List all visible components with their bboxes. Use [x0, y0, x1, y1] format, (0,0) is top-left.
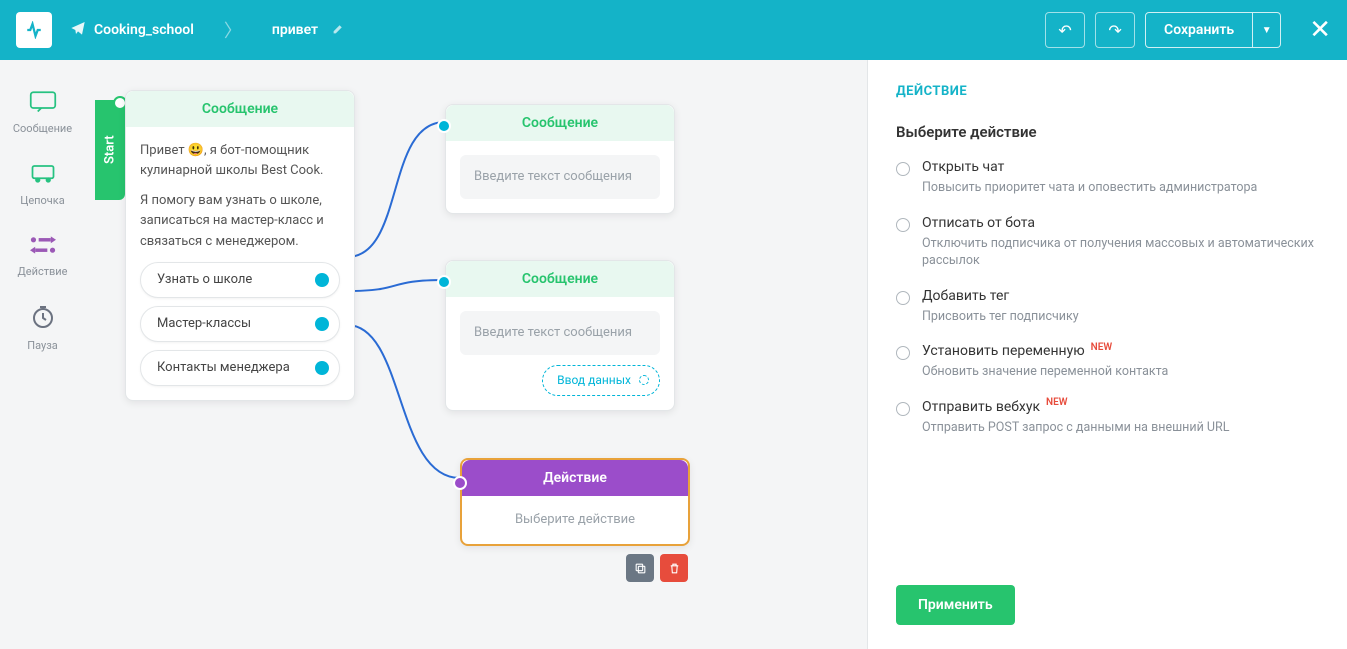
redo-button[interactable]: ↷ — [1095, 12, 1135, 48]
connector-in[interactable] — [437, 275, 451, 289]
start-node[interactable]: Start — [95, 100, 125, 200]
message-text-2: Я помогу вам узнать о школе, записаться … — [140, 191, 340, 251]
save-button[interactable]: Сохранить — [1145, 12, 1253, 48]
data-input-pill[interactable]: Ввод данных — [542, 365, 660, 396]
message-icon — [29, 90, 57, 118]
action-option-open-chat[interactable]: Открыть чат Повысить приоритет чата и оп… — [896, 159, 1319, 197]
tool-message[interactable]: Сообщение — [8, 80, 78, 144]
radio-icon — [896, 162, 910, 176]
radio-icon — [896, 402, 910, 416]
connector-out[interactable] — [315, 273, 329, 287]
node-message-1[interactable]: Сообщение Привет 😃, я бот-помощник кулин… — [125, 90, 355, 401]
tool-palette: Сообщение Цепочка Действие Пауза — [0, 60, 85, 649]
action-option-set-variable[interactable]: Установить переменнуюNEW Обновить значен… — [896, 343, 1319, 381]
quick-reply-button[interactable]: Контакты менеджера — [140, 350, 340, 386]
action-placeholder: Выберите действие — [462, 496, 688, 544]
node-title: Действие — [462, 460, 688, 496]
node-action[interactable]: Действие Выберите действие — [460, 458, 690, 546]
tool-label: Пауза — [27, 339, 58, 352]
apply-button[interactable]: Применить — [896, 585, 1015, 625]
save-dropdown[interactable]: ▼ — [1253, 12, 1281, 48]
properties-panel: ДЕЙСТВИЕ Выберите действие Открыть чат П… — [867, 60, 1347, 649]
telegram-icon — [70, 20, 86, 40]
tool-label: Сообщение — [13, 122, 72, 135]
node-title: Сообщение — [126, 91, 354, 127]
tool-chain[interactable]: Цепочка — [8, 152, 78, 216]
action-option-webhook[interactable]: Отправить вебхукNEW Отправить POST запро… — [896, 399, 1319, 437]
connector-out[interactable] — [315, 361, 329, 375]
radio-icon — [896, 346, 910, 360]
breadcrumb-project[interactable]: Cooking_school — [52, 20, 220, 40]
topbar: Cooking_school 〉 привет ↶ ↷ Сохранить ▼ … — [0, 0, 1347, 60]
action-icon — [30, 235, 56, 261]
tool-label: Действие — [18, 265, 68, 278]
tool-label: Цепочка — [20, 194, 64, 207]
action-option-add-tag[interactable]: Добавить тег Присвоить тег подписчику — [896, 288, 1319, 326]
flow-canvas[interactable]: Start Сообщение Привет 😃, я бот-помощник… — [85, 60, 867, 649]
flow-name: привет — [272, 22, 318, 38]
new-badge: NEW — [1091, 342, 1113, 353]
copy-button[interactable] — [626, 554, 654, 582]
app-logo[interactable] — [16, 12, 52, 48]
pencil-icon[interactable] — [332, 22, 345, 39]
new-badge: NEW — [1046, 397, 1068, 408]
save-group: Сохранить ▼ — [1145, 12, 1281, 48]
radio-icon — [896, 291, 910, 305]
pause-icon — [31, 305, 55, 335]
panel-subheading: Выберите действие — [896, 123, 1319, 141]
node-title: Сообщение — [446, 105, 674, 141]
quick-reply-button[interactable]: Мастер-классы — [140, 306, 340, 342]
connector-in[interactable] — [453, 476, 467, 490]
node-message-2[interactable]: Сообщение Введите текст сообщения — [445, 104, 675, 214]
project-name: Cooking_school — [94, 22, 194, 38]
node-toolbar — [626, 554, 688, 582]
quick-reply-button[interactable]: Узнать о школе — [140, 262, 340, 298]
node-message-3[interactable]: Сообщение Введите текст сообщения Ввод д… — [445, 260, 675, 411]
top-actions: ↶ ↷ Сохранить ▼ ✕ — [1045, 12, 1331, 48]
message-placeholder[interactable]: Введите текст сообщения — [460, 155, 660, 199]
node-title: Сообщение — [446, 261, 674, 297]
connector-in[interactable] — [437, 119, 451, 133]
breadcrumb-flow[interactable]: привет — [246, 22, 363, 39]
undo-button[interactable]: ↶ — [1045, 12, 1085, 48]
panel-heading: ДЕЙСТВИЕ — [896, 84, 1319, 99]
breadcrumb-separator: 〉 — [224, 17, 242, 43]
connector-out[interactable] — [315, 317, 329, 331]
connector-out[interactable] — [639, 375, 649, 385]
action-option-unsubscribe[interactable]: Отписать от бота Отключить подписчика от… — [896, 215, 1319, 270]
node-body: Привет 😃, я бот-помощник кулинарной школ… — [126, 127, 354, 400]
message-text-1: Привет 😃, я бот-помощник кулинарной школ… — [140, 141, 340, 181]
chain-icon — [29, 162, 57, 190]
close-icon[interactable]: ✕ — [1309, 15, 1331, 45]
tool-pause[interactable]: Пауза — [8, 296, 78, 360]
delete-button[interactable] — [660, 554, 688, 582]
message-placeholder[interactable]: Введите текст сообщения — [460, 311, 660, 355]
radio-icon — [896, 218, 910, 232]
tool-action[interactable]: Действие — [8, 224, 78, 288]
